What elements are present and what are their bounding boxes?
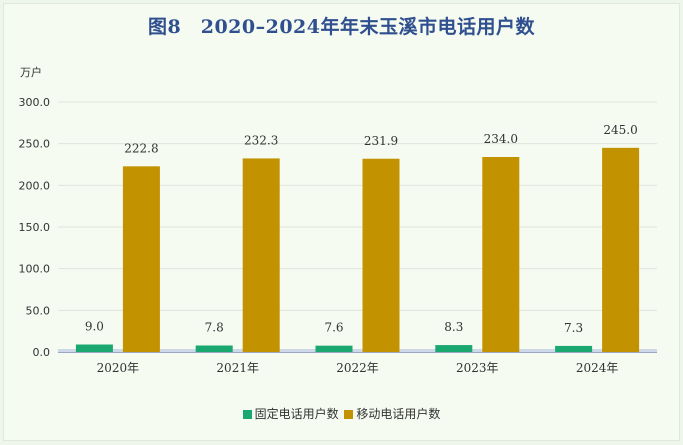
- data-label-mobile: 245.0: [603, 123, 637, 137]
- data-label-fixed: 9.0: [85, 320, 104, 334]
- x-tick-label: 2024年: [576, 361, 619, 375]
- y-tick-label: 100.0: [19, 263, 51, 276]
- legend-swatch-fixed: [242, 410, 252, 419]
- bar-mobile: [362, 158, 400, 352]
- legend-swatch-mobile: [344, 410, 354, 419]
- bar-fixed: [75, 344, 113, 352]
- y-axis-unit-label: 万户: [20, 66, 42, 79]
- chart-title: 图8 2020–2024年年末玉溪市电话用户数: [148, 16, 535, 38]
- data-label-mobile: 222.8: [124, 141, 158, 155]
- x-tick-label: 2022年: [336, 361, 379, 375]
- data-label-fixed: 7.8: [205, 321, 224, 335]
- bar-mobile: [482, 157, 520, 352]
- y-tick-label: 0.0: [33, 346, 51, 359]
- bar-mobile: [242, 158, 280, 352]
- legend-item-mobile: 移动电话用户数: [344, 405, 440, 422]
- legend-label-mobile: 移动电话用户数: [356, 407, 441, 421]
- data-label-fixed: 7.6: [324, 321, 343, 335]
- bar-mobile: [602, 147, 640, 352]
- y-tick-label: 150.0: [19, 221, 51, 234]
- x-tick-label: 2023年: [456, 361, 499, 375]
- data-label-mobile: 232.3: [244, 133, 278, 147]
- legend-label-fixed: 固定电话用户数: [254, 407, 339, 421]
- bar-mobile: [122, 166, 160, 352]
- data-label-mobile: 231.9: [364, 134, 398, 148]
- legend-item-fixed: 固定电话用户数: [242, 405, 339, 422]
- y-tick-label: 300.0: [19, 96, 51, 109]
- x-axis-band: [58, 349, 657, 352]
- chart-frame: [3, 3, 680, 441]
- bar-fixed: [555, 345, 593, 352]
- data-label-mobile: 234.0: [484, 132, 518, 146]
- legend: 固定电话用户数 移动电话用户数: [0, 405, 683, 422]
- y-tick-label: 50.0: [26, 304, 51, 317]
- bar-fixed: [195, 345, 233, 352]
- bar-fixed: [435, 345, 473, 352]
- data-label-fixed: 8.3: [444, 320, 463, 334]
- y-tick-label: 200.0: [19, 179, 51, 192]
- data-label-fixed: 7.3: [564, 321, 583, 335]
- bar-fixed: [315, 345, 353, 352]
- x-tick-label: 2021年: [216, 361, 259, 375]
- y-tick-label: 250.0: [19, 138, 51, 151]
- x-tick-label: 2020年: [97, 361, 140, 375]
